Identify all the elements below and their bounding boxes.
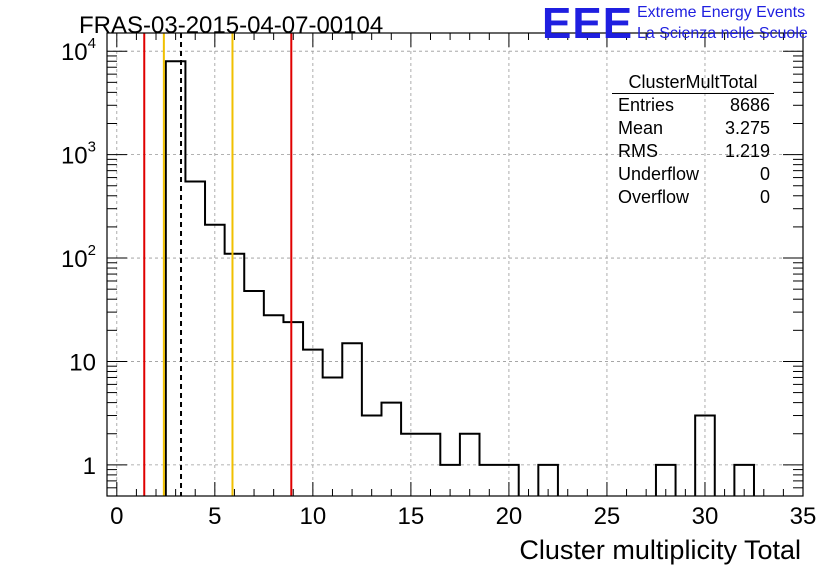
- y-tick-label: 102: [61, 242, 96, 273]
- stats-label: Underflow: [618, 164, 700, 184]
- x-tick-labels: 0 5 10 15 20 25 30 35: [110, 503, 816, 530]
- stats-label: Overflow: [618, 187, 690, 207]
- x-tick-label: 10: [300, 503, 327, 530]
- stats-value: 8686: [729, 95, 770, 115]
- stats-label: Mean: [618, 118, 664, 138]
- stats-row-mean: Mean 3.275: [612, 117, 774, 140]
- y-tick-label: 104: [61, 35, 96, 66]
- stats-value: 3.275: [724, 118, 770, 138]
- x-tick-label: 20: [496, 503, 523, 530]
- y-tick-label: 103: [61, 139, 96, 170]
- x-tick-label: 15: [398, 503, 425, 530]
- logo-subtitle-1: Extreme Energy Events: [637, 4, 806, 21]
- stats-label: Entries: [618, 95, 675, 115]
- y-tick-label: 10: [69, 349, 96, 376]
- y-tick-label: 1: [83, 453, 96, 480]
- stats-row-overflow: Overflow 0: [612, 186, 774, 209]
- stats-value: 0: [759, 164, 770, 184]
- y-tick-labels: 1 10 102 103 104: [61, 35, 96, 480]
- axis-ticks: [107, 33, 804, 497]
- x-axis-label: Cluster multiplicity Total: [519, 535, 801, 565]
- x-tick-label: 0: [110, 503, 123, 530]
- stats-box: ClusterMultTotal Entries 8686 Mean 3.275…: [612, 72, 774, 209]
- plot-frame: [106, 32, 804, 497]
- stats-value: 1.219: [724, 141, 770, 161]
- eee-logo: EEE: [542, 0, 634, 48]
- plot-area: [107, 33, 803, 496]
- histogram-outline: [164, 60, 755, 496]
- histogram-bars: [164, 60, 755, 496]
- x-tick-label: 25: [594, 503, 621, 530]
- stats-row-entries: Entries 8686: [612, 94, 774, 117]
- chart-title: FRAS-03-2015-04-07-00104: [79, 12, 383, 39]
- logo-subtitle-2: La Scienza nelle Scuole: [637, 25, 808, 42]
- x-tick-label: 5: [208, 503, 221, 530]
- x-tick-label: 35: [790, 503, 817, 530]
- x-tick-label: 30: [692, 503, 719, 530]
- reference-lines: [143, 33, 293, 496]
- stats-row-rms: RMS 1.219: [612, 140, 774, 163]
- stats-value: 0: [759, 187, 770, 207]
- stats-label: RMS: [618, 141, 658, 161]
- stats-title: ClusterMultTotal: [612, 72, 774, 94]
- stats-row-underflow: Underflow 0: [612, 163, 774, 186]
